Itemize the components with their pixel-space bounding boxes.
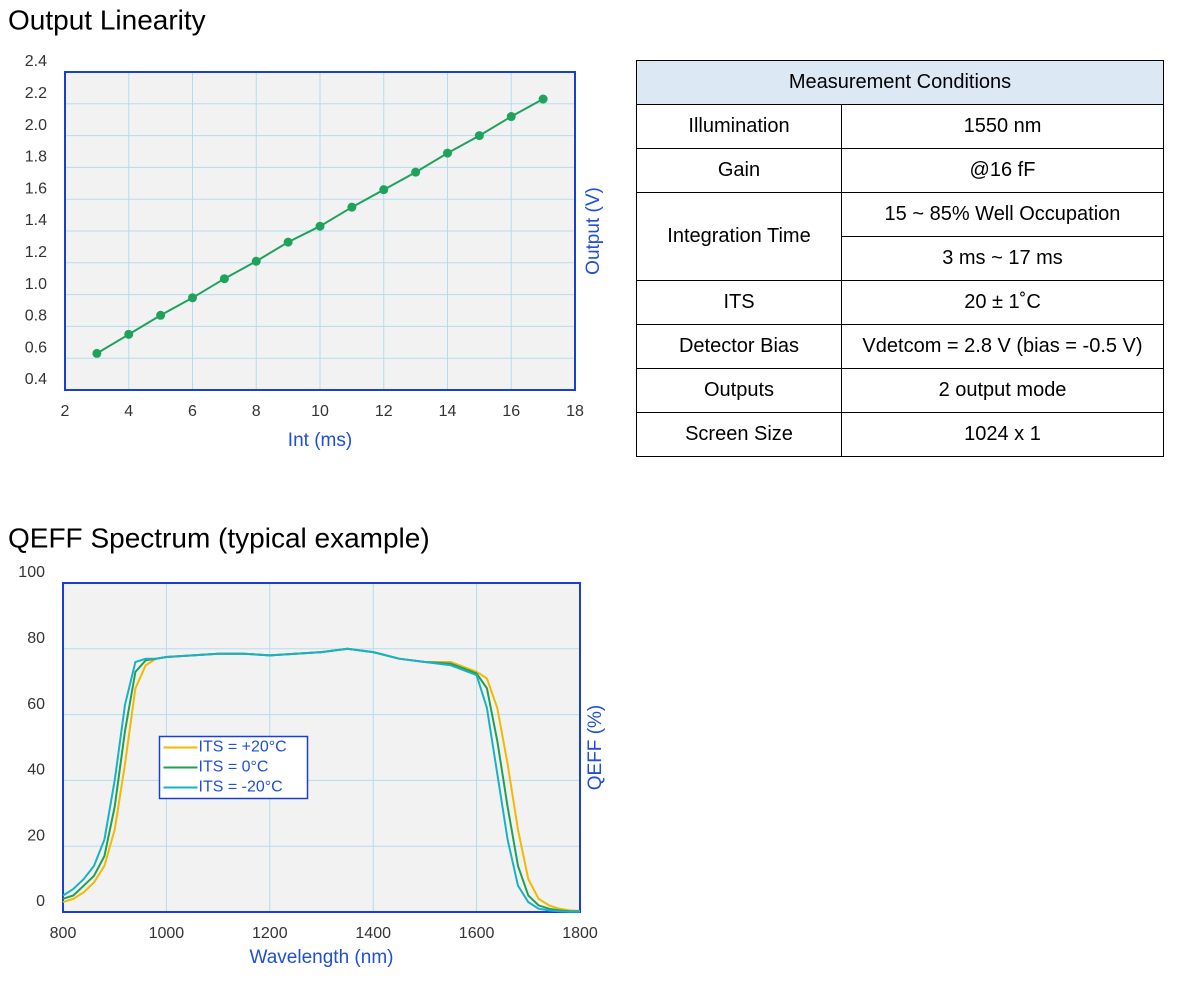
y-tick-label: 2.2 xyxy=(25,85,47,102)
x-tick-label: 1800 xyxy=(562,925,598,942)
row-value: Vdetcom = 2.8 V (bias = -0.5 V) xyxy=(841,324,1164,369)
plot-frame xyxy=(64,71,576,391)
data-point xyxy=(92,348,102,358)
y-axis-label: QEFF (%) xyxy=(585,705,606,791)
row-value: 15 ~ 85% Well Occupation xyxy=(841,192,1164,237)
table-row: Screen Size 1024 x 1 xyxy=(636,412,1164,457)
table-row: Outputs 2 output mode xyxy=(636,368,1164,413)
row-label: ITS xyxy=(636,280,842,325)
y-tick-label: 1.6 xyxy=(25,180,47,197)
data-point xyxy=(411,167,421,177)
table-row: ITS 20 ± 1˚C xyxy=(636,280,1164,325)
row-value: 2 output mode xyxy=(841,368,1164,413)
data-point xyxy=(474,131,484,141)
y-tick-label: 60 xyxy=(27,696,45,713)
data-point xyxy=(443,148,452,158)
table-row: Detector Bias Vdetcom = 2.8 V (bias = -0.… xyxy=(636,324,1164,369)
row-value: 1024 x 1 xyxy=(841,412,1164,457)
x-tick-label: 1600 xyxy=(459,925,495,942)
y-tick-label: 1.0 xyxy=(25,276,47,293)
table-row: Integration Time 15 ~ 85% Well Occupation xyxy=(636,192,1164,281)
data-point xyxy=(379,185,389,195)
data-line xyxy=(62,647,580,913)
data-point xyxy=(347,202,357,212)
y-tick-label: 1.8 xyxy=(25,149,47,166)
y-axis-label: Output (V) xyxy=(583,187,604,275)
y-tick-label: 20 xyxy=(27,827,45,844)
y-tick-label: 2.4 xyxy=(25,53,47,70)
data-point xyxy=(283,237,293,247)
chart-title: QEFF Spectrum (typical example) xyxy=(8,522,430,553)
legend-label: ITS = -20°C xyxy=(199,779,283,796)
row-label: Integration Time xyxy=(636,192,842,281)
y-tick-label: 40 xyxy=(27,762,45,779)
data-point xyxy=(156,310,166,320)
row-label: Screen Size xyxy=(636,412,842,457)
plot-area xyxy=(63,583,580,912)
x-tick-label: 12 xyxy=(375,403,393,420)
row-value: @16 fF xyxy=(841,148,1164,193)
legend-label: ITS = +20°C xyxy=(199,739,287,756)
x-tick-label: 1000 xyxy=(149,925,185,942)
x-tick-label: 14 xyxy=(439,403,457,420)
y-tick-label: 1.2 xyxy=(25,244,47,261)
data-point xyxy=(188,293,197,303)
row-label: Outputs xyxy=(636,368,842,413)
x-axis-label: Wavelength (nm) xyxy=(250,947,394,968)
y-tick-label: 2.0 xyxy=(25,117,47,134)
y-tick-label: 1.4 xyxy=(25,212,47,229)
x-tick-label: 800 xyxy=(50,925,77,942)
row-value: 1550 nm xyxy=(841,104,1164,149)
row-label: Gain xyxy=(636,148,842,193)
data-point xyxy=(251,256,261,266)
data-point xyxy=(219,274,229,284)
x-axis-label: Int (ms) xyxy=(288,430,352,451)
row-value: 20 ± 1˚C xyxy=(841,280,1164,325)
table-row: Illumination 1550 nm xyxy=(636,104,1164,149)
x-tick-label: 6 xyxy=(188,403,197,420)
x-tick-label: 10 xyxy=(311,403,329,420)
table-header-row: Measurement Conditions xyxy=(636,60,1164,105)
data-point xyxy=(538,94,548,104)
y-tick-label: 80 xyxy=(27,630,45,647)
x-tick-label: 4 xyxy=(124,403,133,420)
y-tick-label: 0 xyxy=(36,893,45,910)
y-tick-label: 100 xyxy=(18,564,45,581)
x-tick-label: 16 xyxy=(502,403,520,420)
x-tick-label: 8 xyxy=(252,403,261,420)
legend-label: ITS = 0°C xyxy=(199,759,269,776)
table-header: Measurement Conditions xyxy=(636,60,1164,105)
row-label: Illumination xyxy=(636,104,842,149)
x-tick-label: 2 xyxy=(61,403,70,420)
table-row: Gain @16 fF xyxy=(636,148,1164,193)
y-tick-label: 0.8 xyxy=(25,308,47,325)
data-point xyxy=(124,329,134,339)
x-tick-label: 1200 xyxy=(252,925,288,942)
x-tick-label: 1400 xyxy=(355,925,391,942)
chart-title: Output Linearity xyxy=(8,4,206,35)
y-tick-label: 0.4 xyxy=(25,371,47,388)
y-tick-label: 0.6 xyxy=(25,339,47,356)
data-point xyxy=(315,221,325,231)
x-tick-label: 18 xyxy=(566,403,584,420)
conditions-table: Measurement Conditions Illumination 1550 n… xyxy=(636,60,1164,457)
data-point xyxy=(506,112,516,122)
plot-frame xyxy=(62,582,581,913)
row-label: Detector Bias xyxy=(636,324,842,369)
row-value: 3 ms ~ 17 ms xyxy=(841,236,1164,281)
